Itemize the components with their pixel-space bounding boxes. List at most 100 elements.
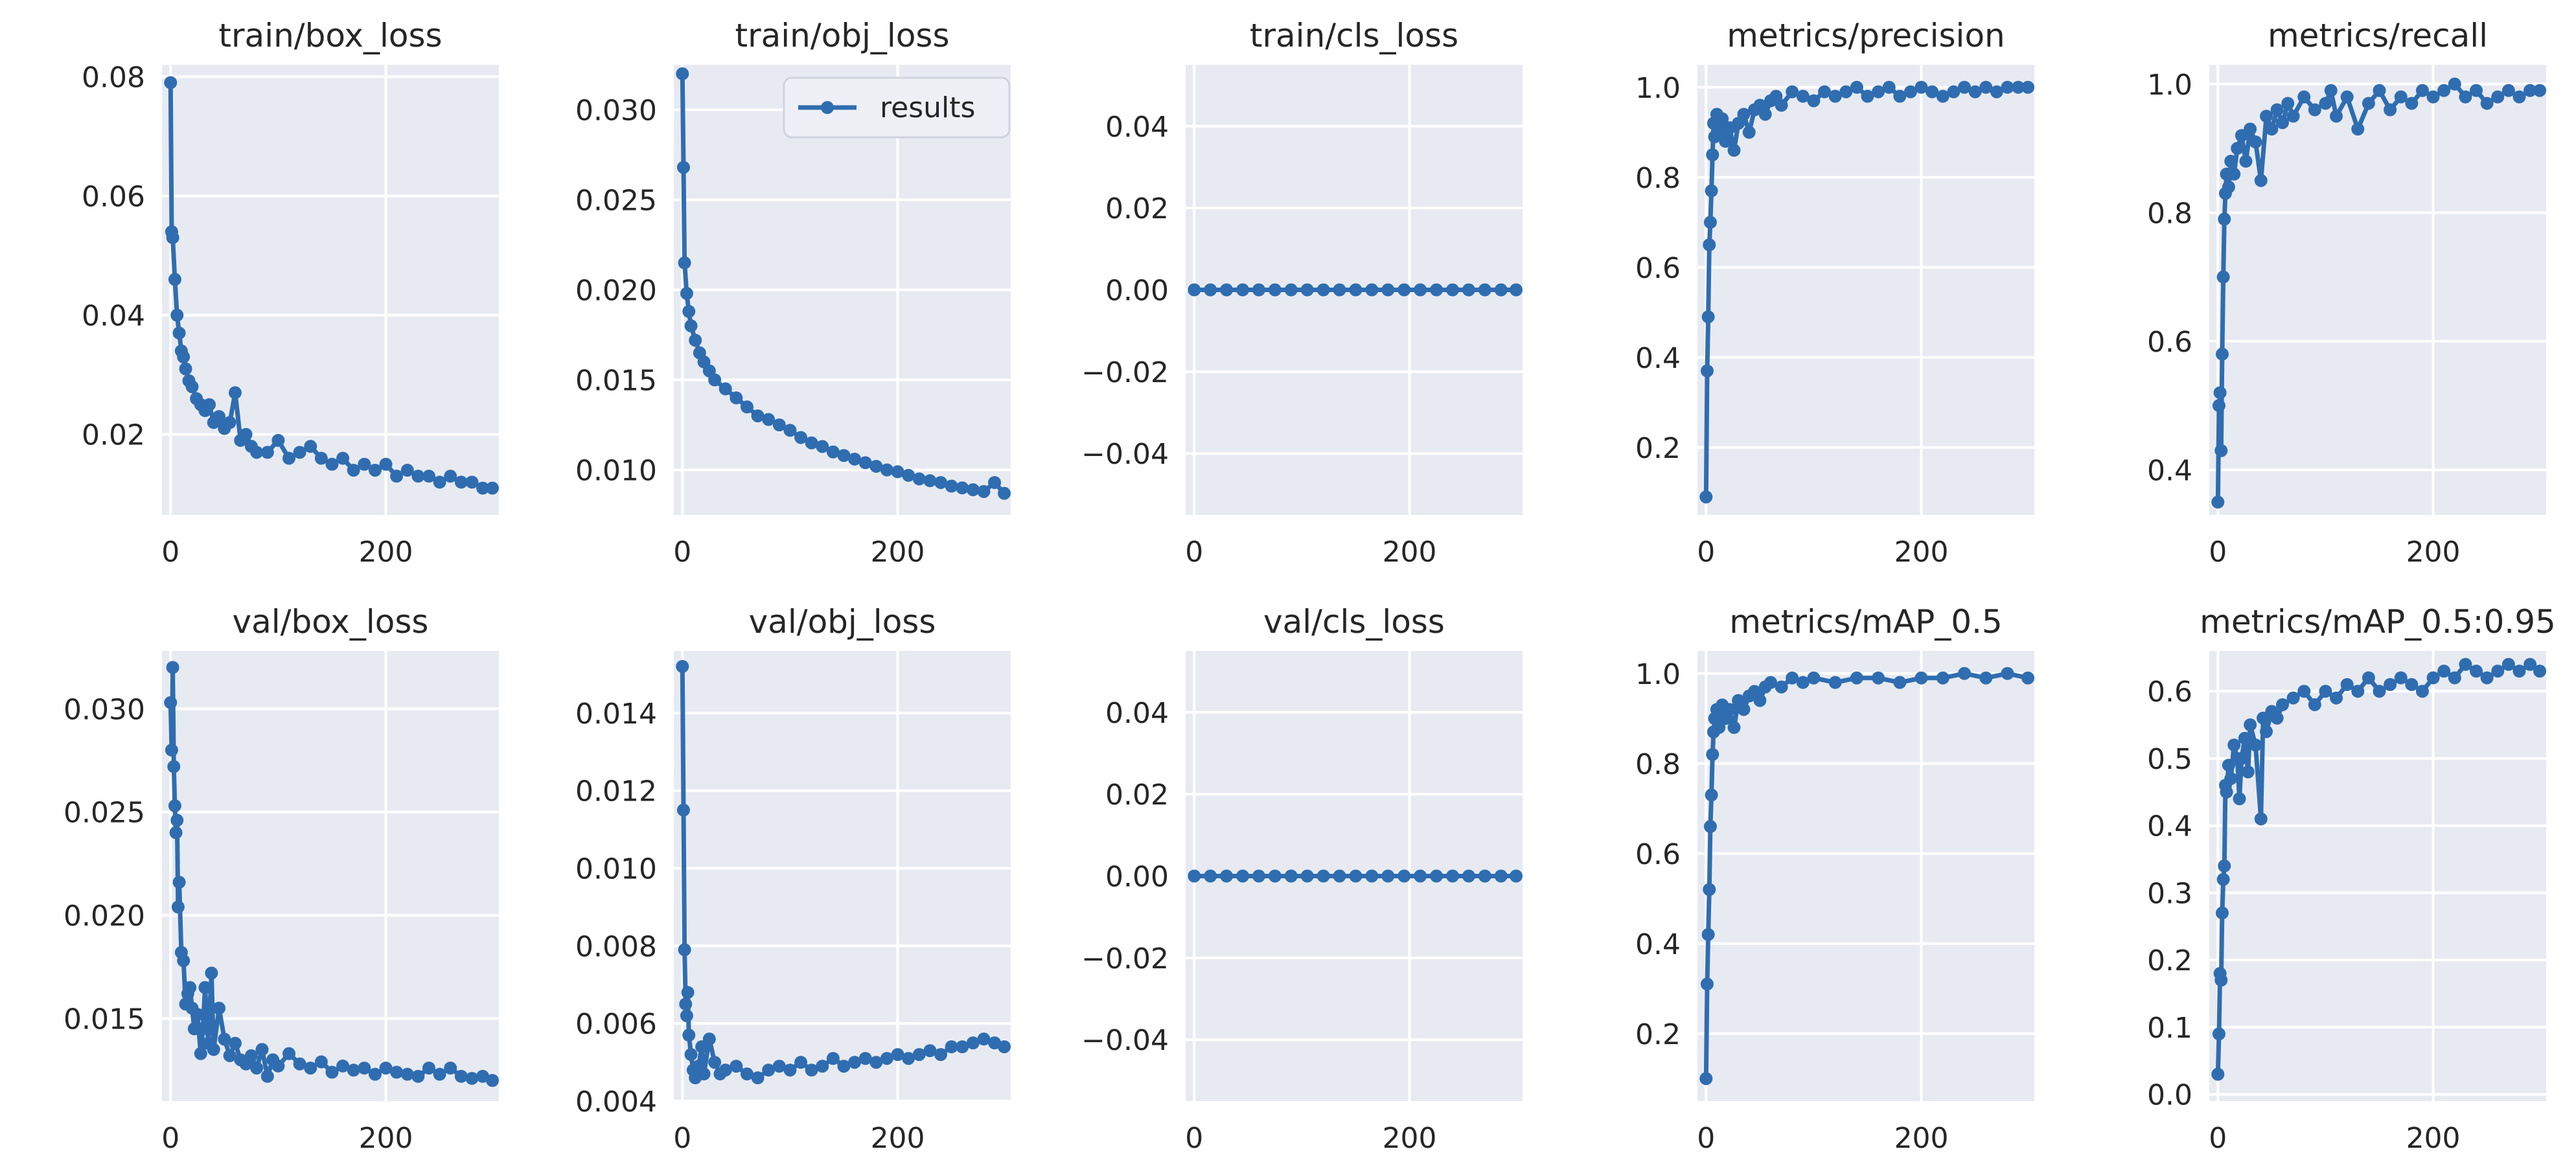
data-point — [194, 1047, 207, 1060]
data-point — [2405, 678, 2419, 691]
y-tick-label: 0.4 — [1635, 928, 1681, 961]
data-point — [1268, 869, 1282, 883]
data-point — [2351, 122, 2365, 136]
y-tick-label: −0.04 — [1081, 438, 1169, 471]
data-point — [2501, 84, 2515, 97]
data-point — [2415, 84, 2429, 97]
data-point — [223, 416, 236, 429]
y-tick-label: 0.010 — [575, 455, 657, 488]
data-point — [966, 483, 980, 497]
data-point — [1701, 928, 1715, 941]
data-point — [1414, 283, 1427, 297]
x-tick-label: 0 — [161, 1122, 179, 1155]
subplot-title: val/cls_loss — [1263, 603, 1445, 641]
data-point — [2297, 90, 2311, 104]
data-point — [260, 446, 274, 459]
data-point — [1979, 671, 1993, 685]
y-tick-label: 0.02 — [1105, 192, 1169, 225]
data-point — [1712, 721, 1726, 735]
data-point — [179, 362, 192, 376]
data-point — [2216, 270, 2230, 284]
data-point — [2480, 97, 2494, 110]
data-point — [314, 1055, 328, 1069]
data-point — [165, 744, 178, 757]
data-point — [1703, 216, 1717, 229]
data-point — [1936, 89, 1949, 103]
data-point — [1462, 869, 1475, 883]
data-point — [2211, 1067, 2225, 1081]
data-point — [2286, 691, 2300, 705]
data-point — [1705, 184, 1718, 198]
data-point — [740, 400, 753, 414]
data-point — [684, 319, 698, 333]
data-point — [772, 1060, 786, 1073]
data-point — [2260, 109, 2273, 123]
data-point — [218, 1032, 231, 1046]
data-point — [167, 760, 181, 773]
subplot-title: metrics/mAP_0.5:0.95 — [2200, 603, 2556, 641]
data-point — [1204, 869, 1217, 883]
data-point — [719, 382, 732, 396]
y-tick-label: 0.014 — [575, 698, 657, 731]
y-tick-label: 0.015 — [63, 1003, 145, 1036]
data-point — [1478, 283, 1491, 297]
data-point — [1703, 883, 1716, 896]
data-point — [702, 1032, 716, 1046]
data-point — [923, 1044, 937, 1058]
data-point — [826, 1052, 840, 1065]
subplot-metrics-map-0-5: metrics/mAP_0.5 0 200 0.2 0.4 0.6 0.8 1.0 — [1635, 603, 2035, 1155]
data-point — [185, 380, 199, 394]
data-point — [1727, 721, 1741, 735]
data-point — [794, 431, 808, 444]
data-point — [177, 954, 190, 968]
data-point — [314, 451, 328, 465]
data-point — [336, 451, 350, 465]
data-point — [1807, 671, 1821, 685]
data-point — [1727, 144, 1741, 157]
data-point — [169, 826, 183, 839]
data-point — [1850, 671, 1863, 685]
data-point — [1706, 747, 1719, 761]
x-tick-label: 200 — [871, 536, 925, 569]
data-point — [486, 481, 500, 495]
data-point — [213, 410, 226, 424]
y-tick-label: 0.00 — [1105, 275, 1169, 308]
subplot-title: val/obj_loss — [749, 603, 936, 641]
data-point — [2394, 671, 2408, 685]
data-point — [2437, 84, 2451, 97]
data-point — [2319, 97, 2332, 110]
y-tick-label: 0.08 — [82, 61, 145, 94]
data-point — [390, 1065, 404, 1079]
data-point — [1872, 671, 1885, 685]
data-point — [400, 1067, 414, 1081]
data-point — [293, 1057, 306, 1071]
y-tick-label: 0.06 — [82, 181, 145, 214]
data-point — [347, 463, 360, 477]
data-point — [762, 413, 776, 426]
x-tick-label: 0 — [673, 536, 691, 569]
data-point — [170, 814, 184, 827]
data-point — [166, 231, 179, 244]
x-tick-label: 200 — [1383, 536, 1437, 569]
data-point — [2215, 347, 2229, 361]
legend-marker — [821, 101, 834, 114]
data-point — [198, 981, 212, 994]
data-point — [2533, 84, 2547, 97]
y-tick-label: −0.02 — [1081, 942, 1169, 975]
x-tick-label: 0 — [2209, 1122, 2227, 1155]
data-point — [912, 472, 926, 486]
data-point — [304, 440, 317, 453]
data-point — [2224, 772, 2238, 786]
data-point — [783, 1064, 797, 1077]
data-point — [1947, 85, 1961, 98]
data-point — [476, 481, 490, 495]
data-point — [1510, 283, 1523, 297]
data-point — [422, 470, 436, 483]
data-point — [1494, 283, 1508, 297]
y-tick-label: 0.3 — [2147, 877, 2192, 910]
data-point — [190, 1008, 204, 1021]
y-tick-label: −0.04 — [1081, 1024, 1169, 1057]
data-point — [2513, 665, 2526, 678]
data-point — [697, 1067, 711, 1081]
data-point — [1381, 283, 1395, 297]
